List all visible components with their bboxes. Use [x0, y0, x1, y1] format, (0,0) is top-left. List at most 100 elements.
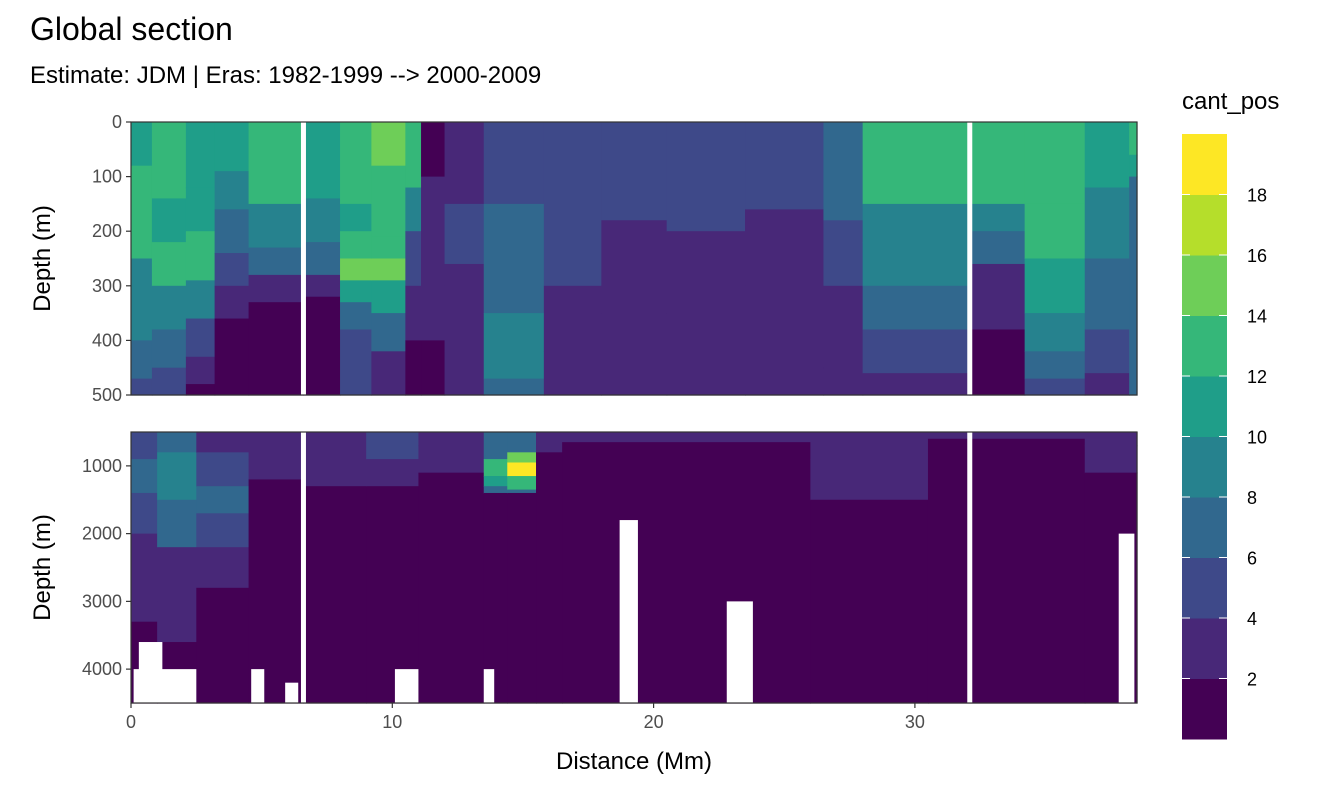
y-tick-label: 3000 — [82, 591, 122, 611]
contour-band — [601, 313, 668, 396]
contour-band — [214, 209, 250, 254]
contour-band — [131, 459, 158, 494]
contour-band — [214, 285, 250, 320]
legend-swatch — [1182, 557, 1227, 619]
contour-band — [1129, 154, 1138, 178]
contour-band — [371, 122, 406, 167]
contour-band — [418, 432, 485, 447]
contour-band — [340, 280, 372, 303]
contour-band — [1084, 329, 1130, 374]
contour-band — [444, 203, 485, 265]
contour-band — [536, 452, 563, 704]
contour-band — [248, 203, 305, 249]
contour-band — [371, 313, 406, 352]
contour-band — [862, 242, 971, 287]
contour-band — [666, 122, 746, 232]
contour-band — [1084, 258, 1130, 331]
contour-band — [131, 165, 153, 260]
contour-band — [1129, 122, 1138, 156]
contour-band — [303, 122, 341, 200]
chart-subtitle: Estimate: JDM | Eras: 1982-1999 --> 2000… — [30, 62, 541, 89]
contour-band — [969, 122, 1026, 205]
contour-band — [483, 486, 508, 494]
contour-band — [185, 318, 216, 358]
contour-band — [405, 122, 422, 189]
contour-band — [666, 231, 746, 303]
contour-band — [157, 601, 197, 643]
y-tick-label: 300 — [92, 276, 122, 296]
contour-band — [185, 280, 216, 320]
contour-band — [969, 231, 1026, 265]
contour-band — [507, 489, 537, 494]
section-joint-gap — [300, 432, 306, 703]
contour-band — [196, 432, 250, 453]
legend-label: 14 — [1247, 307, 1267, 327]
contour-band — [1084, 445, 1138, 474]
legend-title: cant_pos — [1182, 88, 1279, 115]
contour-band — [214, 171, 250, 210]
contour-band — [131, 587, 158, 623]
seafloor-gap — [726, 601, 753, 703]
contour-band — [405, 231, 422, 287]
contour-band — [248, 274, 305, 303]
contour-band — [157, 499, 197, 548]
contour-band — [418, 445, 485, 474]
panel-upper: 0 100 200 300 400 500 Depth (m) — [29, 112, 1138, 405]
contour-band — [131, 258, 153, 341]
contour-band — [248, 122, 305, 205]
contour-band — [303, 198, 341, 243]
y-tick-label: 400 — [92, 330, 122, 350]
contour-band — [371, 236, 406, 260]
legend-swatch — [1182, 134, 1227, 195]
contour-band — [745, 285, 825, 396]
legend-label: 4 — [1247, 609, 1257, 629]
seafloor-gap — [138, 642, 163, 703]
contour-band — [196, 587, 250, 704]
legend-swatch — [1182, 194, 1227, 256]
panel-border — [130, 121, 1138, 396]
contour-band — [366, 432, 420, 460]
contour-band — [248, 479, 305, 704]
legend-label: 6 — [1247, 549, 1257, 569]
contour-band — [444, 351, 485, 396]
y-tick-label: 500 — [92, 385, 122, 405]
legend-label: 2 — [1247, 670, 1257, 690]
contour-band — [507, 452, 537, 464]
seafloor-gap — [394, 669, 419, 703]
contour-band — [248, 432, 305, 460]
contour-band — [483, 203, 545, 314]
y-tick-label: 1000 — [82, 456, 122, 476]
x-tick-label: 30 — [905, 712, 925, 732]
contour-band — [131, 492, 158, 535]
contour-band — [196, 547, 250, 589]
contour-band — [151, 122, 187, 200]
y-tick-label: 100 — [92, 167, 122, 187]
contour-band — [862, 329, 971, 374]
contour-band — [562, 432, 811, 443]
legend-swatch — [1182, 315, 1227, 377]
contour-band — [196, 486, 250, 514]
contour-band — [562, 442, 811, 704]
contour-band — [745, 122, 825, 210]
contour-band — [1024, 122, 1086, 205]
contour-band — [157, 432, 197, 453]
contour-band — [862, 203, 971, 243]
legend-swatch — [1182, 678, 1227, 740]
contour-band — [157, 547, 197, 602]
contour-band — [543, 285, 602, 352]
contour-band — [862, 285, 971, 331]
contour-band — [214, 122, 250, 172]
contour-band — [1024, 313, 1086, 352]
contour-band — [969, 329, 1026, 396]
contour-band — [151, 367, 187, 396]
contour-band — [405, 340, 422, 396]
contour-band — [185, 122, 216, 189]
legend-colorbar: 2 4 6 8 10 12 14 16 18 — [1182, 134, 1267, 740]
legend-label: 16 — [1247, 246, 1267, 266]
contour-band — [483, 459, 508, 477]
contour-band — [507, 476, 537, 491]
contour-band — [185, 231, 216, 281]
contour-band — [1084, 122, 1130, 189]
legend-label: 12 — [1247, 367, 1267, 387]
